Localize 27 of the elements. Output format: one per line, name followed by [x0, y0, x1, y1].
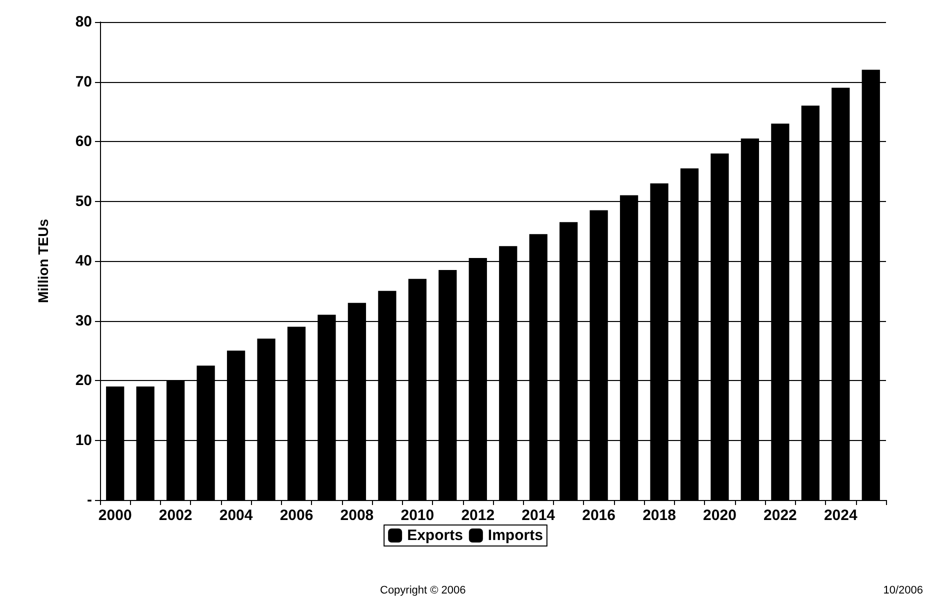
y-axis-title: Million TEUs — [35, 218, 51, 303]
x-tick-label: 2020 — [703, 507, 736, 524]
y-tick-label: 30 — [75, 312, 92, 330]
legend-label: Imports — [488, 527, 543, 544]
y-tick-label: 40 — [75, 252, 92, 270]
x-tick-label: 2004 — [219, 507, 254, 524]
y-tick-label: 10 — [75, 432, 92, 449]
text: Copyright © 2006 — [380, 584, 466, 596]
y-tick-label: 60 — [75, 133, 92, 150]
x-tick-label: 2008 — [340, 507, 374, 524]
x-tick-label: 2016 — [582, 507, 616, 524]
y-tick-label: 80 — [75, 14, 92, 30]
x-tick-label: 2010 — [400, 507, 434, 524]
y-tick-label: 20 — [75, 372, 92, 389]
x-tick-label: 2012 — [461, 507, 495, 524]
x-tick-label: 2018 — [642, 507, 676, 524]
x-tick-label: 2002 — [158, 507, 192, 524]
y-tick-label: 70 — [75, 73, 92, 90]
legend-label: Exports — [407, 527, 463, 544]
x-tick-label: 2024 — [824, 507, 858, 524]
x-tick-label: 2014 — [522, 507, 556, 524]
y-tick-label: 50 — [75, 192, 92, 210]
text: 10/2006 — [883, 584, 924, 596]
y-tick-label: - — [87, 492, 92, 508]
x-tick-label: 2022 — [764, 507, 797, 524]
x-tick-label: 2006 — [280, 507, 314, 524]
x-tick-label: 2000 — [98, 507, 132, 524]
